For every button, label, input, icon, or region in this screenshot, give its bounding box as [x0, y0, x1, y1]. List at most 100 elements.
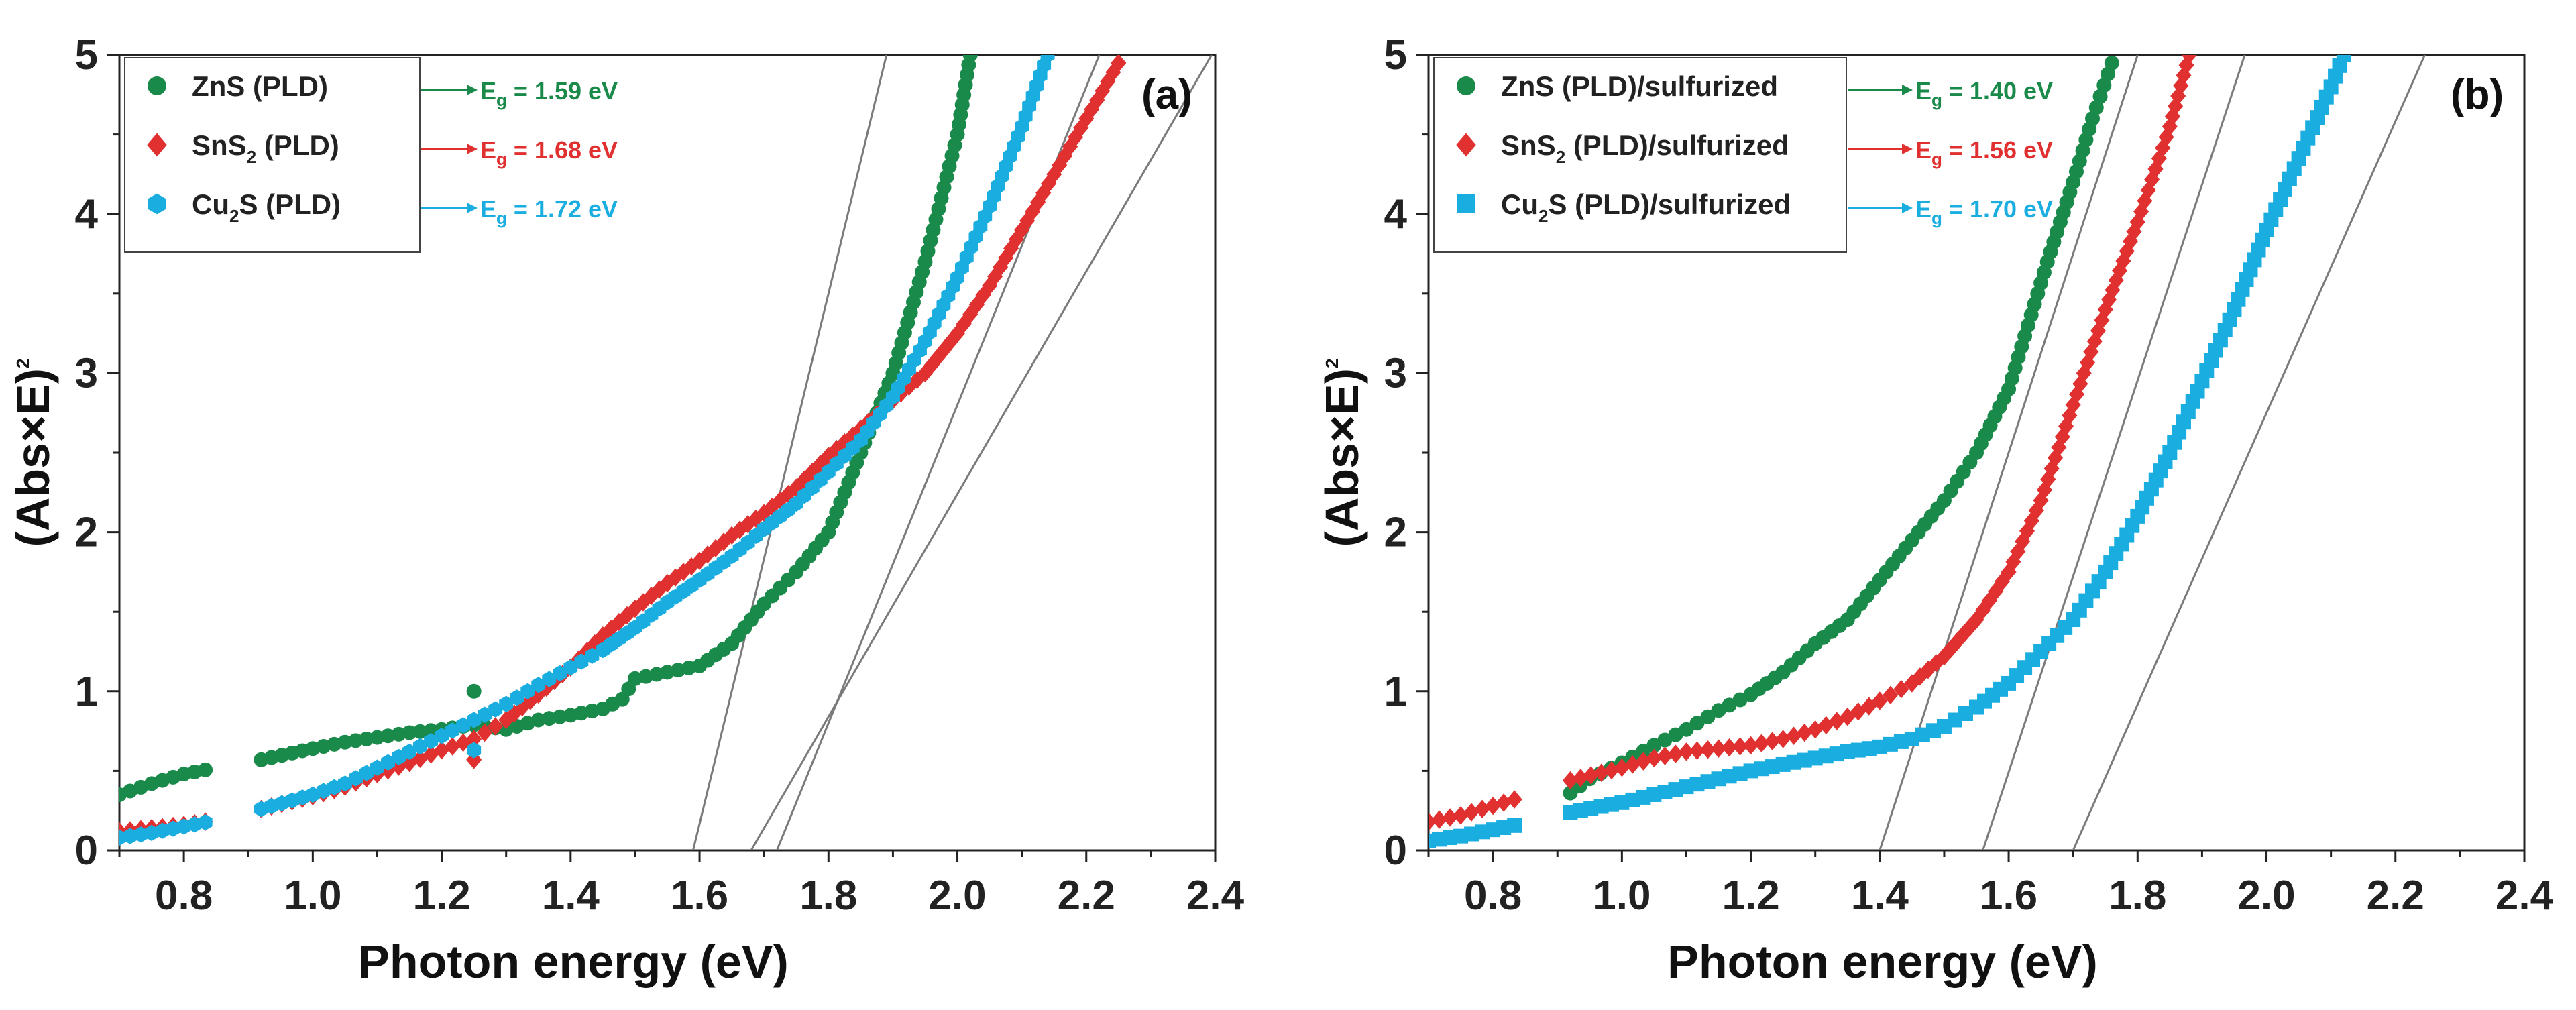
data-point	[2144, 170, 2160, 189]
data-point	[402, 743, 417, 761]
data-point	[1646, 748, 1662, 768]
y-tick-label: 3	[1384, 350, 1407, 396]
data-point	[574, 653, 589, 670]
y-tick-label: 3	[75, 350, 98, 396]
data-point	[1667, 744, 1684, 763]
data-point	[2096, 78, 2112, 93]
data-point	[1732, 737, 1748, 756]
data-point	[123, 828, 137, 844]
legend-label-main: ZnS (PLD)	[192, 70, 328, 102]
legend-label-rest: S (PLD)	[239, 188, 341, 220]
data-point	[2173, 76, 2189, 95]
x-tick-label: 2.4	[2496, 873, 2554, 919]
data-point	[1988, 581, 2004, 601]
data-point	[412, 724, 428, 739]
eg-symbol: E	[1915, 77, 1931, 105]
eg-symbol: E	[1915, 195, 1931, 223]
legend-marker	[1457, 194, 1475, 213]
legend-label-main: Cu	[1501, 188, 1538, 220]
data-point	[1775, 730, 1791, 748]
data-point	[2123, 232, 2139, 251]
series-0	[1563, 55, 2119, 801]
y-axis-title-sup: 2	[13, 359, 33, 368]
data-point	[466, 730, 482, 748]
data-point	[337, 775, 352, 792]
data-point	[2015, 532, 2031, 551]
legend-box	[1433, 57, 1847, 253]
data-point	[370, 759, 384, 776]
legend-marker	[147, 133, 167, 157]
x-axis-title: Photon energy (eV)	[358, 936, 789, 988]
data-point	[1699, 740, 1716, 759]
data-point	[1893, 679, 1909, 699]
data-point-outlier	[466, 683, 482, 699]
y-tick-label: 4	[1384, 191, 1408, 237]
data-point	[413, 738, 428, 755]
data-point	[2336, 55, 2351, 62]
eg-arrow-head	[467, 85, 478, 95]
data-point	[531, 677, 546, 693]
data-point	[1710, 739, 1727, 758]
series-2	[119, 55, 1055, 846]
data-point	[1928, 653, 1944, 673]
eg-arrow-head	[1902, 203, 1913, 213]
eg-annotation: Eg = 1.68 eV	[480, 136, 618, 169]
data-point	[1635, 752, 1651, 771]
x-tick-label: 2.0	[2237, 873, 2295, 919]
data-point	[643, 586, 659, 606]
data-point	[2010, 542, 2026, 561]
data-point	[1689, 741, 1705, 761]
y-tick-label: 2	[75, 510, 98, 556]
legend-label: Cu2S (PLD)	[192, 188, 341, 226]
legend-label: SnS2 (PLD)/sulfurized	[1501, 129, 1789, 167]
panel-label: (b)	[2451, 72, 2504, 118]
data-point	[2062, 406, 2078, 425]
data-point	[381, 754, 395, 771]
legend-label-sub: 2	[1556, 147, 1565, 167]
y-axis-title-main: (Abs×E)	[1316, 368, 1368, 547]
data-point	[155, 822, 170, 839]
data-point	[585, 647, 600, 664]
data-point	[187, 816, 202, 833]
data-point	[1463, 803, 1479, 822]
eg-arrow-head	[1902, 144, 1913, 154]
data-point	[423, 723, 439, 738]
legend-label-sub: 2	[247, 147, 256, 167]
data-point	[1678, 742, 1695, 761]
series-1	[1429, 55, 2197, 832]
eg-subscript: g	[1931, 208, 1942, 228]
tangent-line	[1879, 55, 2139, 850]
data-point	[522, 691, 539, 710]
data-point	[1562, 771, 1579, 790]
data-point	[2181, 55, 2197, 64]
data-point	[2101, 66, 2116, 82]
data-point	[1765, 732, 1781, 750]
data-point	[2168, 97, 2184, 115]
data-point	[402, 725, 417, 740]
x-tick-label: 1.8	[799, 873, 857, 919]
data-point	[1943, 639, 1959, 659]
data-point	[1700, 709, 1716, 724]
x-tick-label: 1.0	[1593, 873, 1650, 919]
y-tick-label: 1	[75, 669, 98, 715]
data-point	[2119, 241, 2135, 261]
data-point	[2176, 66, 2192, 85]
x-tick-label: 1.4	[1851, 873, 1909, 919]
data-point	[198, 813, 213, 831]
data-point	[1883, 685, 1899, 705]
data-point	[1754, 734, 1770, 753]
legend-label-rest: (PLD)/sulfurized	[1565, 129, 1789, 161]
y-tick-label: 2	[1384, 510, 1407, 556]
data-point	[2092, 89, 2108, 104]
eg-subscript: g	[496, 149, 507, 169]
y-tick-label: 1	[1384, 669, 1407, 715]
data-point	[1431, 810, 1447, 829]
panel-a: 0.8 1.0 1.2 1.4 1.6 1.8 2.0 2.2 2.4 0 1 2 3 4 5 Photon …	[7, 32, 1245, 988]
y-axis-title: (Abs×E)2	[7, 359, 59, 547]
legend-label-sub: 2	[1538, 206, 1548, 226]
data-point	[316, 783, 331, 799]
eg-symbol: E	[480, 195, 496, 223]
y-tick-label: 0	[75, 828, 98, 874]
x-tick-label: 2.2	[1058, 873, 1115, 919]
